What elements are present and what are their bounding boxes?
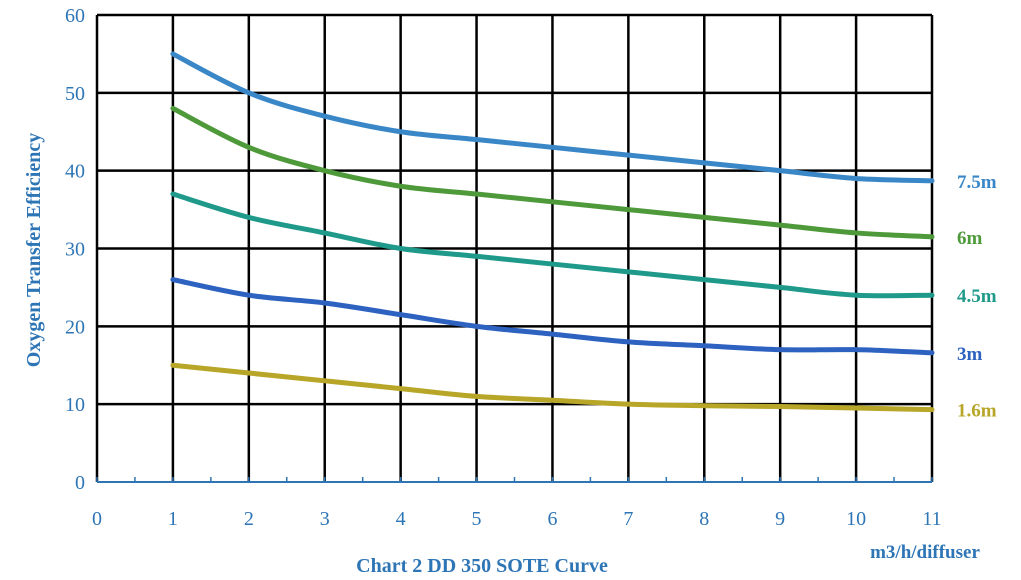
chart-title: Chart 2 DD 350 SOTE Curve xyxy=(356,555,608,577)
series-line-3m xyxy=(170,277,935,356)
series-line-6m xyxy=(170,105,935,240)
y-tick-label: 0 xyxy=(75,472,85,494)
y-axis-label: Oxygen Transfer Efficiency xyxy=(23,133,45,367)
chart-grid xyxy=(97,13,934,482)
x-tick-label: 7 xyxy=(623,508,633,530)
tick-labels: 0 1 2 3 4 5 6 7 8 9 10 11 0 10 20 30 40 50 60 xyxy=(65,5,942,530)
x-tick-label: 0 xyxy=(92,508,102,530)
x-tick-label: 9 xyxy=(775,508,785,530)
series-labels: 7.5m 6m 4.5m 3m 1.6m xyxy=(957,172,997,422)
series-line-7-5m xyxy=(170,51,935,184)
series-lines xyxy=(170,51,935,413)
x-tick-label: 10 xyxy=(846,508,866,530)
x-tick-label: 6 xyxy=(547,508,557,530)
chart-axes xyxy=(95,15,933,483)
series-line-4-5m xyxy=(170,191,935,299)
series-label-7-5m: 7.5m xyxy=(957,172,997,193)
y-tick-label: 60 xyxy=(65,5,85,27)
x-tick-label: 3 xyxy=(320,508,330,530)
y-tick-label: 40 xyxy=(65,161,85,183)
x-tick-label: 8 xyxy=(699,508,709,530)
series-label-6m: 6m xyxy=(957,228,983,249)
y-tick-label: 10 xyxy=(65,394,85,416)
series-label-3m: 3m xyxy=(957,344,983,365)
y-tick-label: 20 xyxy=(65,316,85,338)
y-tick-label: 30 xyxy=(65,239,85,261)
x-tick-label: 2 xyxy=(244,508,254,530)
series-label-1-6m: 1.6m xyxy=(957,401,997,422)
x-tick-label: 1 xyxy=(168,508,178,530)
series-label-4-5m: 4.5m xyxy=(957,286,997,307)
y-tick-label: 50 xyxy=(65,83,85,105)
x-tick-label: 11 xyxy=(922,508,941,530)
series-line-1-6m xyxy=(170,362,935,413)
x-tick-label: 4 xyxy=(396,508,406,530)
x-axis-label: m3/h/diffuser xyxy=(870,542,980,563)
x-tick-label: 5 xyxy=(472,508,482,530)
